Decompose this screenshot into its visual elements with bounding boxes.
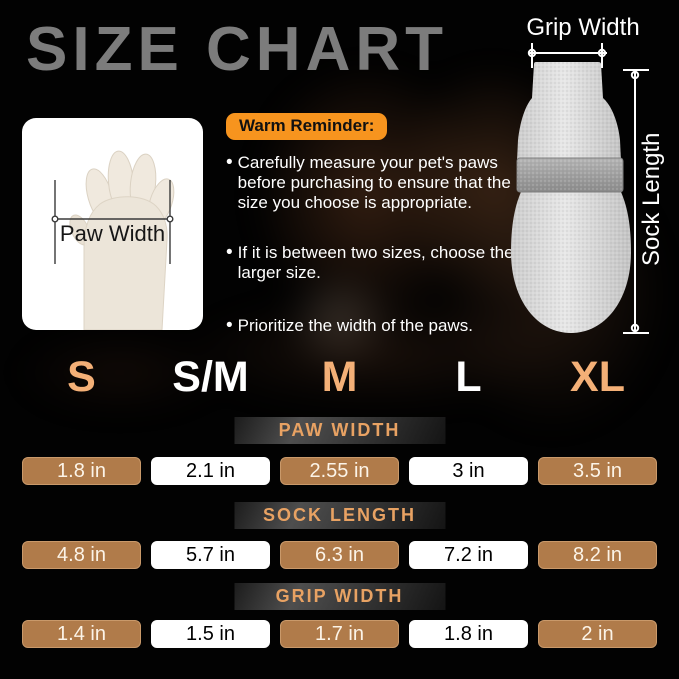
value-cell: 2.1 in [151,457,270,485]
size-label-xl: XL [570,353,625,401]
warm-reminder-panel: Warm Reminder: • Carefully measure your … [226,113,522,336]
size-label-m: M [321,353,358,401]
paw-width-row: 1.8 in 2.1 in 2.55 in 3 in 3.5 in [22,457,657,485]
page-title: SIZE CHART [26,15,448,84]
value-cell: 5.7 in [151,541,270,569]
size-label-sm: S/M [172,353,249,401]
reminder-text: If it is between two sizes, choose the l… [237,243,514,282]
value-cell: 1.8 in [22,457,141,485]
sock-length-label: Sock Length [638,132,665,266]
sock-illustration [511,43,649,334]
bullet-icon: • [226,315,233,336]
reminder-bullet: • Prioritize the width of the paws. [226,316,522,336]
section-header-sock-length: SOCK LENGTH [234,502,445,529]
value-cell: 8.2 in [538,541,657,569]
sock-length-row: 4.8 in 5.7 in 6.3 in 7.2 in 8.2 in [22,541,657,569]
sock-length-measure-line [623,69,649,334]
value-cell: 6.3 in [280,541,399,569]
grip-width-row: 1.4 in 1.5 in 1.7 in 1.8 in 2 in [22,620,657,648]
value-cell: 1.8 in [409,620,528,648]
value-cell: 2 in [538,620,657,648]
value-cell: 7.2 in [409,541,528,569]
value-cell: 1.5 in [151,620,270,648]
paw-width-measure-line [51,180,174,264]
warm-reminder-badge: Warm Reminder: [226,113,388,140]
grip-width-measure-line [527,43,607,68]
value-cell: 1.4 in [22,620,141,648]
size-label-s: S [67,353,96,401]
bullet-icon: • [226,152,233,173]
section-header-paw-width: PAW WIDTH [234,417,445,444]
dog-silhouette [282,268,397,373]
dog-silhouette [180,295,570,410]
paw-width-label: Paw Width [59,221,166,246]
dog-silhouette [250,60,485,330]
reminder-text: Carefully measure your pet's paws before… [237,153,511,212]
paw-width-diagram: Paw Width [22,118,203,330]
section-header-grip-width: GRIP WIDTH [234,583,445,610]
value-cell: 3 in [409,457,528,485]
value-cell: 4.8 in [22,541,141,569]
reminder-text: Prioritize the width of the paws. [237,316,473,335]
size-label-l: L [455,353,482,401]
paw-illustration [51,150,175,330]
reminder-bullet: • If it is between two sizes, choose the… [226,243,522,283]
size-header-row: S S/M M L XL [22,354,657,400]
grip-width-label: Grip Width [526,14,640,41]
dog-silhouette [15,330,225,415]
value-cell: 1.7 in [280,620,399,648]
reminder-bullet: • Carefully measure your pet's paws befo… [226,153,522,213]
bullet-icon: • [226,242,233,263]
value-cell: 3.5 in [538,457,657,485]
value-cell: 2.55 in [280,457,399,485]
